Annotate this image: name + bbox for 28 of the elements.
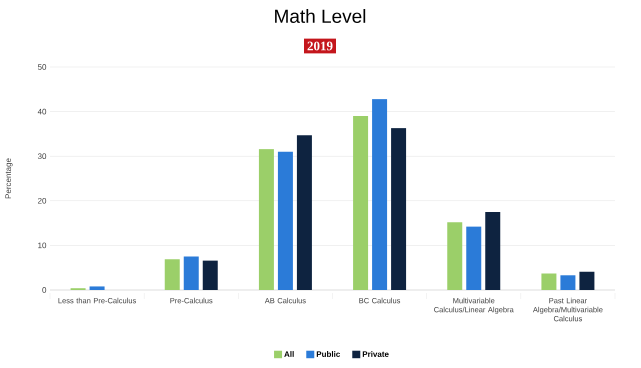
- bar: [447, 222, 462, 290]
- y-tick-label: 30: [38, 153, 46, 160]
- legend-label: Private: [362, 351, 389, 357]
- y-tick-label: 0: [42, 287, 46, 293]
- legend-label: All: [284, 351, 294, 357]
- y-tick-label: 20: [38, 198, 46, 204]
- y-tick-label: 50: [38, 64, 46, 70]
- bar: [466, 226, 482, 290]
- bar: [296, 135, 312, 290]
- bar: [579, 272, 594, 290]
- bar: [278, 152, 293, 290]
- bar: [372, 99, 388, 290]
- bar: [485, 212, 500, 290]
- bar: [353, 116, 368, 290]
- chart-subtitle: 2019: [308, 42, 333, 50]
- bar: [164, 259, 180, 290]
- y-axis-title: Percentage: [5, 158, 13, 198]
- bar: [391, 128, 406, 290]
- y-tick-label: 10: [38, 242, 46, 248]
- bar: [90, 286, 105, 290]
- y-tick-label: 40: [38, 108, 46, 114]
- legend-label: Public: [316, 351, 340, 357]
- bar: [541, 274, 556, 290]
- bar: [184, 256, 199, 290]
- bar: [202, 260, 218, 290]
- bar: [560, 275, 576, 290]
- bar: [258, 149, 274, 290]
- chart-title: Math Level: [275, 9, 366, 23]
